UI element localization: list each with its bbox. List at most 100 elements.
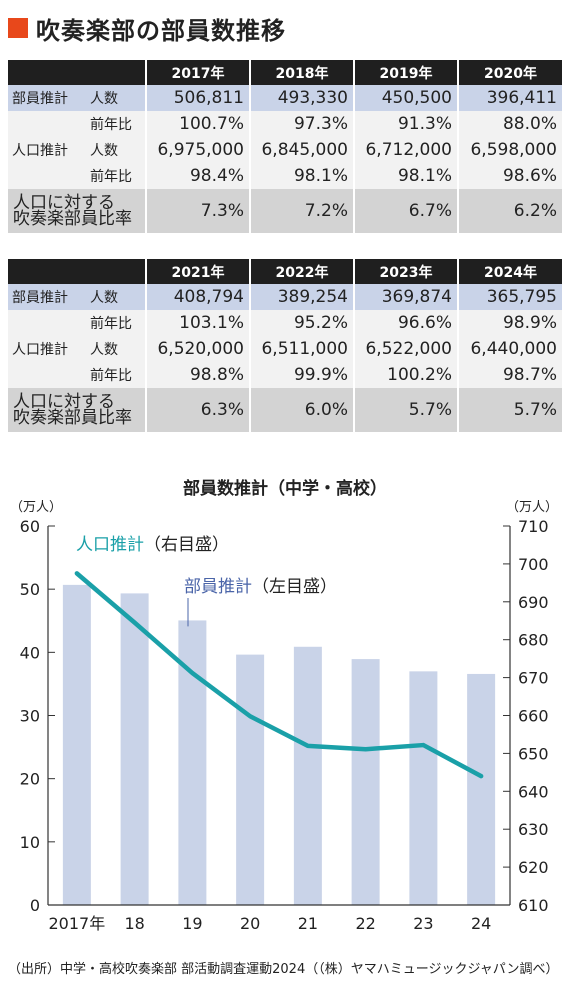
yoy-label: 前年比 [88,362,146,388]
table-cell: 98.1% [249,163,354,189]
table-cell: 100.2% [353,362,458,388]
table-cell: 91.3% [353,111,458,137]
table-cell: 369,874 [353,284,458,310]
table-cell: 408,794 [145,284,250,310]
left-tick-label: 10 [20,833,40,852]
right-tick-label: 670 [518,669,549,688]
year-header: 2017年 [145,60,250,85]
right-tick-label: 640 [518,782,549,801]
yoy-label: 前年比 [88,310,146,336]
table-cell: 6,598,000 [457,137,562,163]
table-cell: 365,795 [457,284,562,310]
page-title: 吹奏楽部の部員数推移 [8,8,286,48]
left-tick-label: 40 [20,643,40,662]
count-label: 人数 [88,137,146,163]
table-cell: 6.2% [457,189,562,233]
table-header-row: 2021年 2022年 2023年 2024年 [8,259,562,284]
members-label: 部員推計 [8,85,88,111]
x-tick-label: 18 [124,914,144,933]
table-cell: 450,500 [353,85,458,111]
x-tick-label: 2017年 [49,914,106,933]
members-yoy-row: 前年比 100.7% 97.3% 91.3% 88.0% [8,111,562,137]
table-cell: 6.0% [249,388,354,432]
x-tick-label: 22 [355,914,375,933]
ratio-row: 人口に対する 吹奏楽部員比率 7.3% 7.2% 6.7% 6.2% [8,189,562,233]
source-note: （出所）中学・高校吹奏楽部 部活動調査運動2024（（株）ヤマハミュージックジャ… [8,962,559,977]
table-cell: 100.7% [145,111,250,137]
table-cell: 5.7% [457,388,562,432]
x-tick-label: 20 [240,914,260,933]
table-cell: 6,440,000 [457,336,562,362]
population-count-row: 人口推計 人数 6,975,000 6,845,000 6,712,000 6,… [8,137,562,163]
members-yoy-row: 前年比 103.1% 95.2% 96.6% 98.9% [8,310,562,336]
bar [467,673,496,905]
members-series-label: 部員推計（左目盛） [184,577,337,597]
table-cell: 6,511,000 [249,336,354,362]
x-tick-label: 23 [413,914,433,933]
table-cell: 103.1% [145,310,250,336]
population-label: 人口推計 [8,137,88,163]
year-header: 2018年 [249,60,354,85]
ratio-label-line2: 吹奏楽部員比率 [13,408,132,428]
right-tick-label: 680 [518,631,549,650]
members-count-row: 部員推計 人数 506,811 493,330 450,500 396,411 [8,85,562,111]
ratio-label-line2: 吹奏楽部員比率 [13,209,132,229]
table-cell: 506,811 [145,85,250,111]
table-cell: 7.3% [145,189,250,233]
data-table-2017-2020: 2017年 2018年 2019年 2020年 部員推計 人数 506,811 … [8,60,562,233]
right-tick-label: 650 [518,744,549,763]
year-header: 2019年 [353,60,458,85]
ratio-label-line1: 人口に対する [13,193,115,213]
table-cell: 95.2% [249,310,354,336]
count-label: 人数 [88,284,146,310]
table-cell: 99.9% [249,362,354,388]
year-header: 2020年 [457,60,562,85]
table-cell: 389,254 [249,284,354,310]
ratio-label: 人口に対する 吹奏楽部員比率 [8,388,146,432]
table-cell: 7.2% [249,189,354,233]
year-header: 2021年 [145,259,250,284]
count-label: 人数 [88,85,146,111]
members-count-row: 部員推計 人数 408,794 389,254 369,874 365,795 [8,284,562,310]
bar [409,671,438,905]
table-cell: 98.9% [457,310,562,336]
members-series-name: 部員推計 [184,577,252,597]
right-axis-unit: （万人） [506,500,558,515]
table-cell: 6,712,000 [353,137,458,163]
right-tick-label: 610 [518,896,549,915]
x-tick-label: 19 [182,914,202,933]
chart-title: 部員数推計（中学・高校） [183,478,387,499]
right-tick-label: 690 [518,593,549,612]
population-series-name: 人口推計 [76,535,144,555]
yoy-label: 前年比 [88,111,146,137]
data-table-2021-2024: 2021年 2022年 2023年 2024年 部員推計 人数 408,794 … [8,259,562,432]
table-cell: 98.4% [145,163,250,189]
table-cell: 6,975,000 [145,137,250,163]
left-tick-label: 50 [20,580,40,599]
table-cell: 6.3% [145,388,250,432]
left-tick-label: 30 [20,707,40,726]
table-corner [8,60,146,85]
title-marker [8,18,28,38]
table-cell: 5.7% [353,388,458,432]
population-yoy-row: 前年比 98.8% 99.9% 100.2% 98.7% [8,362,562,388]
table-cell: 98.7% [457,362,562,388]
left-tick-label: 0 [30,896,40,915]
year-header: 2024年 [457,259,562,284]
members-label: 部員推計 [8,284,88,310]
table-cell: 6,522,000 [353,336,458,362]
year-header: 2022年 [249,259,354,284]
right-tick-label: 710 [518,517,549,536]
population-series-label: 人口推計（右目盛） [76,535,229,555]
title-text: 吹奏楽部の部員数推移 [36,16,286,45]
table-cell: 98.6% [457,163,562,189]
yoy-label: 前年比 [88,163,146,189]
right-tick-label: 660 [518,707,549,726]
table-cell: 493,330 [249,85,354,111]
right-tick-label: 700 [518,555,549,574]
ratio-label-line1: 人口に対する [13,392,115,412]
table-cell: 6,845,000 [249,137,354,163]
bar [236,654,265,905]
right-tick-label: 620 [518,858,549,877]
left-tick-label: 20 [20,770,40,789]
